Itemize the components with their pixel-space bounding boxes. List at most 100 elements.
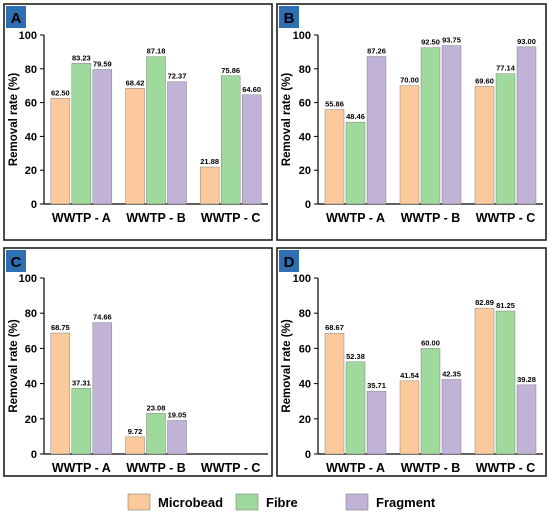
data-label: 48.46 <box>346 112 365 121</box>
panel-label-text: B <box>284 10 295 27</box>
bar-microbead <box>199 166 220 205</box>
data-label: 69.60 <box>475 76 494 85</box>
data-label: 64.60 <box>242 85 261 94</box>
y-tick-label: 100 <box>19 273 37 285</box>
bar-fibre <box>146 56 166 205</box>
data-label: 87.18 <box>147 47 166 56</box>
panel-label: D <box>279 250 299 272</box>
bar-fibre <box>146 413 166 455</box>
data-label: 82.89 <box>475 298 494 307</box>
y-tick-label: 40 <box>25 131 37 143</box>
bar-fragment <box>516 384 537 455</box>
data-label: 74.66 <box>93 313 112 322</box>
panel-label-text: C <box>11 254 22 271</box>
data-label: 92.50 <box>421 38 440 47</box>
panel-label-box <box>279 250 299 272</box>
bar-microbead <box>474 86 495 205</box>
x-tick-label: WWTP - A <box>52 461 111 475</box>
y-tick-label: 60 <box>25 343 37 355</box>
data-label: 42.35 <box>442 369 461 378</box>
y-tick-label: 60 <box>299 343 311 355</box>
chart-panel-d: D 0 20 40 60 80 100 Removal rate (%) 68.67 52.38 3… <box>276 247 547 477</box>
y-tick-label: 0 <box>31 449 37 461</box>
panel-label-box <box>6 6 26 28</box>
bar-fragment <box>241 94 262 205</box>
data-label: 93.00 <box>517 37 536 46</box>
data-label: 81.25 <box>496 301 515 310</box>
bar-fragment <box>516 46 537 205</box>
bar-microbead <box>125 436 145 455</box>
legend-label: Microbead <box>158 495 223 510</box>
legend-swatch <box>127 493 151 511</box>
bar-fibre <box>345 361 366 455</box>
x-tick-label: WWTP - A <box>326 211 385 225</box>
bar-microbead <box>125 88 145 205</box>
y-tick-label: 0 <box>305 449 311 461</box>
bar-fragment <box>366 56 387 205</box>
bar-fibre <box>345 121 366 205</box>
x-tick-label: WWTP - C <box>201 461 260 475</box>
data-label: 21.88 <box>200 157 219 166</box>
data-label: 37.31 <box>72 378 91 387</box>
chart-panel-c: C 0 20 40 60 80 100 Removal rate (%) 68.75 37.31 7… <box>3 247 273 477</box>
panel-label-box <box>6 250 26 272</box>
y-axis-label: Removal rate (%) <box>281 319 293 412</box>
panel-label-text: A <box>11 10 22 27</box>
bar-microbead <box>399 380 420 455</box>
y-tick-label: 100 <box>293 30 311 42</box>
legend: Microbead Fibre Fragment <box>127 493 436 511</box>
panel-label-text: D <box>284 254 295 271</box>
bar-microbead <box>50 332 71 455</box>
y-tick-label: 20 <box>25 165 37 177</box>
x-tick-label: WWTP - C <box>476 211 535 225</box>
y-axis-label: Removal rate (%) <box>281 73 293 166</box>
data-label: 19.05 <box>168 410 187 419</box>
x-tick-label: WWTP - A <box>326 461 385 475</box>
bar-microbead <box>324 332 345 455</box>
bar-microbead <box>324 109 345 205</box>
data-label: 68.67 <box>325 323 344 332</box>
bar-microbead <box>50 98 71 205</box>
y-tick-label: 80 <box>25 308 37 320</box>
data-label: 93.75 <box>442 36 461 45</box>
x-tick-label: WWTP - B <box>401 461 460 475</box>
y-tick-label: 100 <box>19 30 37 42</box>
y-axis-label: Removal rate (%) <box>8 319 20 412</box>
y-axis-label: Removal rate (%) <box>8 73 20 166</box>
panel-label-box <box>279 6 299 28</box>
legend-label: Fibre <box>266 495 298 510</box>
bar-fragment <box>167 81 187 205</box>
data-label: 23.08 <box>147 403 166 412</box>
y-tick-label: 40 <box>299 131 311 143</box>
bar-fragment <box>441 379 462 455</box>
bar-fibre <box>220 75 241 205</box>
bar-fragment <box>92 322 113 455</box>
bar-fibre <box>495 310 516 455</box>
y-tick-label: 20 <box>299 165 311 177</box>
y-tick-label: 60 <box>299 98 311 110</box>
bar-fragment <box>366 390 387 455</box>
panel-label: B <box>279 6 299 28</box>
y-tick-label: 80 <box>299 64 311 76</box>
y-tick-label: 40 <box>25 379 37 391</box>
bar-fragment <box>167 420 187 455</box>
y-tick-label: 0 <box>305 199 311 211</box>
data-label: 83.23 <box>72 53 91 62</box>
y-tick-label: 80 <box>299 308 311 320</box>
legend-item-microbead: Microbead <box>127 493 223 511</box>
bar-microbead <box>474 307 495 455</box>
x-tick-label: WWTP - C <box>476 461 535 475</box>
bar-fragment <box>92 69 113 205</box>
data-label: 87.26 <box>367 47 386 56</box>
data-label: 68.75 <box>51 323 70 332</box>
data-label: 41.54 <box>400 371 420 380</box>
bar-fibre <box>420 348 441 455</box>
data-label: 72.37 <box>168 72 187 81</box>
y-tick-label: 40 <box>299 379 311 391</box>
data-label: 75.86 <box>221 66 240 75</box>
data-label: 52.38 <box>346 352 365 361</box>
y-tick-label: 0 <box>31 199 37 211</box>
